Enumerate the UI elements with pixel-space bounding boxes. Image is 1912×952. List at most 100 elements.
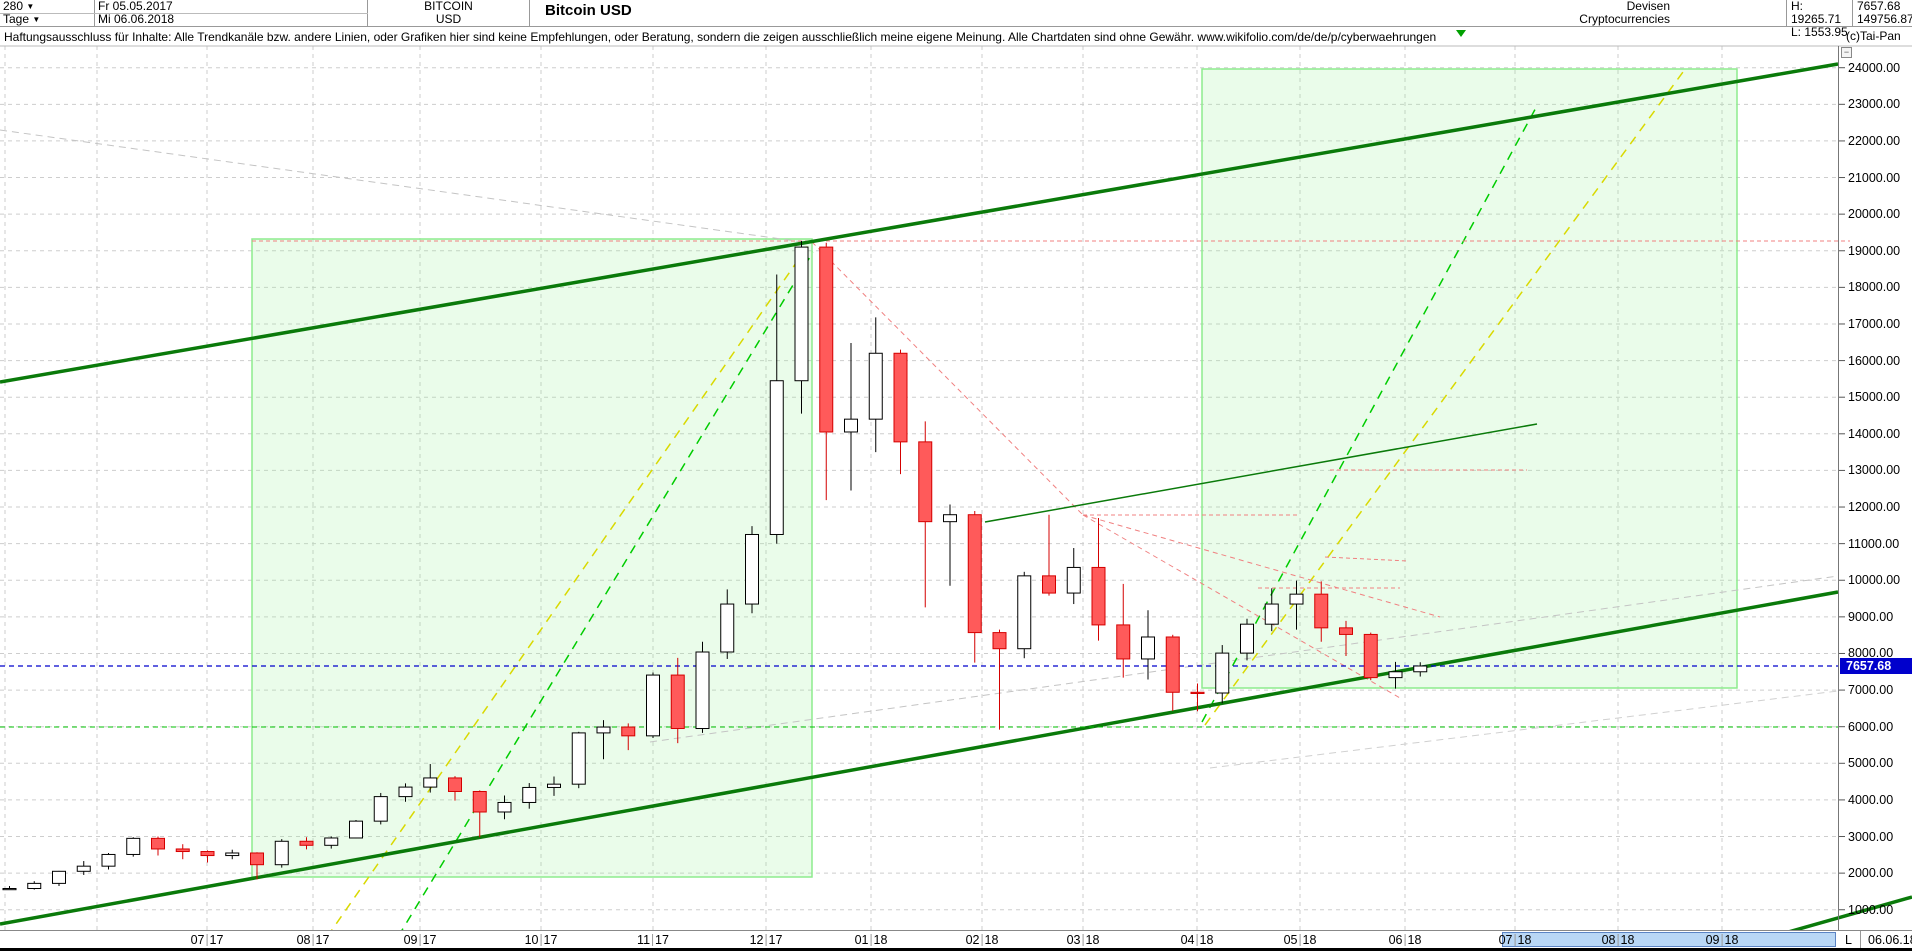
candle-body — [547, 783, 561, 788]
y-axis-label: 20000.00 — [1848, 207, 1901, 222]
x-axis-label: 04 18 — [1180, 932, 1214, 947]
candle-body — [1116, 624, 1131, 660]
y-axis-label: 22000.00 — [1848, 133, 1901, 148]
candlestick-series — [2, 241, 1428, 891]
x-axis-label: 06 18 — [1388, 932, 1422, 947]
disclaimer-text: Haftungsausschluss für Inhalte: Alle Tre… — [4, 30, 1437, 44]
candle-body — [299, 840, 314, 846]
candle-body — [1240, 623, 1254, 654]
month-tick — [1721, 933, 1723, 946]
candle-body — [646, 674, 660, 737]
bars-count-dropdown[interactable]: 280 ▼ — [3, 0, 35, 13]
peak-decline-line — [811, 241, 1084, 516]
plot-bottom-border — [0, 930, 1912, 931]
candle-body — [819, 246, 834, 433]
candle-body — [1017, 575, 1032, 650]
candle-body — [1264, 603, 1279, 625]
month-tick — [870, 933, 872, 946]
date-from[interactable]: Fr 05.05.2017 — [98, 0, 173, 13]
candle-body — [472, 790, 487, 813]
secondary-value: 149756.87 — [1857, 12, 1912, 26]
candle-body — [596, 726, 611, 734]
y-axis-label: 13000.00 — [1848, 463, 1901, 478]
candle-body — [769, 380, 784, 535]
x-axis-bottom-border — [0, 948, 1912, 951]
y-axis-label: 17000.00 — [1848, 316, 1901, 331]
page-title: Bitcoin USD — [545, 2, 632, 19]
x-axis-label: 05 18 — [1283, 932, 1317, 947]
y-axis-label: 8000.00 — [1848, 646, 1894, 661]
y-axis-label: 16000.00 — [1848, 353, 1901, 368]
candle-body — [1165, 636, 1180, 693]
fan-green-1 — [389, 251, 814, 951]
fan-green-2 — [1201, 103, 1539, 723]
y-axis-label: 6000.00 — [1848, 719, 1894, 734]
gray-trend-2 — [649, 575, 1839, 743]
projection-range-highlight[interactable] — [1502, 932, 1836, 947]
candle-body — [670, 674, 685, 730]
y-axis-label: 24000.00 — [1848, 60, 1901, 75]
date-range-cell: Fr 05.05.2017 Mi 06.06.2018 — [95, 0, 368, 27]
candle-body — [1141, 636, 1155, 660]
month-tick — [1082, 933, 1084, 946]
upper-channel-line — [0, 62, 1839, 384]
y-axis-label: 21000.00 — [1848, 170, 1901, 185]
x-axis-label: 01 18 — [854, 932, 888, 947]
y-axis-label: 18000.00 — [1848, 280, 1901, 295]
candle-body — [1042, 575, 1056, 594]
collapse-icon[interactable]: − — [1841, 47, 1852, 58]
candle-body — [1339, 627, 1353, 635]
y-axis-label: 19000.00 — [1848, 243, 1901, 258]
header-bar: 280 ▼ Tage ▼ Fr 05.05.2017 Mi 06.06.2018… — [0, 0, 1912, 39]
x-axis-label: 08 18 — [1601, 932, 1635, 947]
month-tick — [1617, 933, 1619, 946]
month-tick — [652, 933, 654, 946]
candle-body — [151, 837, 165, 850]
trend-box-1 — [251, 238, 813, 878]
y-axis-label: 14000.00 — [1848, 426, 1901, 441]
x-axis-label: 07 18 — [1498, 932, 1532, 947]
candle-body — [423, 777, 438, 788]
candle-body — [448, 777, 462, 792]
candle-body — [571, 732, 586, 785]
month-tick — [540, 933, 542, 946]
candle-body — [225, 852, 240, 857]
last-bar-marker: L — [1845, 933, 1852, 947]
current-price-tag: 7657.68 — [1840, 658, 1912, 674]
chevron-down-icon: ▼ — [26, 2, 35, 11]
minor-resistance-line — [984, 423, 1538, 523]
x-axis-label: 10 17 — [524, 932, 558, 947]
candle-body — [27, 882, 42, 890]
candle-body — [349, 820, 363, 839]
period-low: L: 1553.95 — [1791, 25, 1848, 39]
copyright-label: (c)Tai-Pan — [1846, 29, 1901, 43]
y-axis-label: 2000.00 — [1848, 866, 1894, 881]
x-axis-label: 07 17 — [190, 932, 224, 947]
marker-triangle-icon — [1456, 30, 1466, 37]
y-axis-label: 10000.00 — [1848, 573, 1901, 588]
month-tick — [765, 933, 767, 946]
bars-period-cell: 280 ▼ Tage ▼ — [0, 0, 95, 27]
high-low-cell: H: 19265.71 L: 1553.95 — [1786, 0, 1848, 39]
y-axis-label: 7000.00 — [1848, 683, 1894, 698]
candle-body — [274, 840, 289, 866]
candle-body — [992, 632, 1007, 650]
candle-body — [794, 246, 809, 382]
lower-channel-line — [0, 590, 1839, 926]
candle-body — [1215, 652, 1230, 694]
month-tick — [1404, 933, 1406, 946]
y-axis-label: 4000.00 — [1848, 792, 1894, 807]
x-axis-label: 02 18 — [965, 932, 999, 947]
last-price-cell: 7657.68 149756.87 — [1852, 0, 1912, 27]
y-axis-label: 9000.00 — [1848, 609, 1894, 624]
x-axis-label: 08 17 — [296, 932, 330, 947]
period-dropdown[interactable]: Tage ▼ — [3, 12, 41, 26]
candle-body — [695, 651, 710, 730]
candle-body — [1413, 665, 1428, 673]
candle-body — [1091, 566, 1106, 626]
date-to[interactable]: Mi 06.06.2018 — [98, 12, 175, 26]
header-divider — [0, 13, 368, 14]
fan-red-1 — [1082, 514, 1441, 618]
candle-body — [1388, 671, 1403, 679]
